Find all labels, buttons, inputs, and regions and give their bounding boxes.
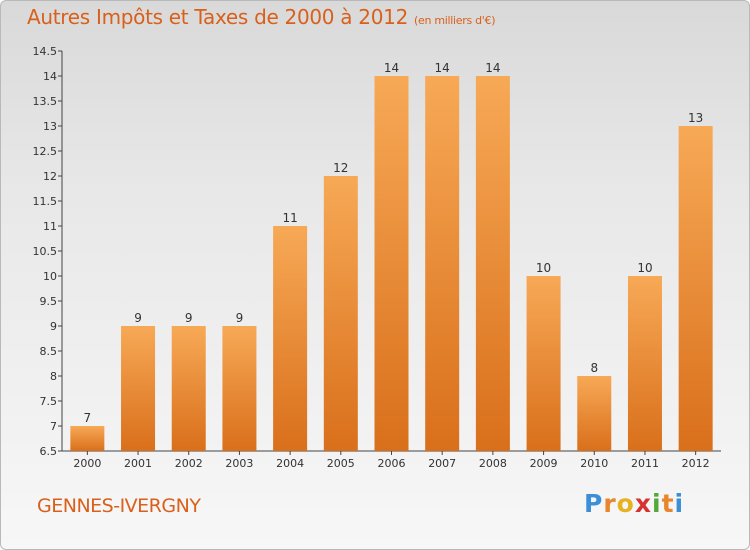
y-tick-label: 12.5 (33, 145, 58, 158)
y-tick-label: 11.5 (33, 195, 58, 208)
x-tick-label-2008: 2008 (479, 457, 507, 470)
y-tick-label: 12 (43, 170, 57, 183)
logo-letter: t (662, 489, 675, 518)
bar-2005 (324, 176, 358, 451)
logo-letter: i (652, 489, 662, 518)
logo-letter: o (617, 489, 635, 518)
x-tick-label-2012: 2012 (682, 457, 710, 470)
y-tick-label: 14 (43, 70, 57, 83)
y-tick-label: 10 (43, 270, 57, 283)
value-label-2002: 9 (185, 311, 193, 325)
y-tick-label: 13.5 (33, 95, 58, 108)
y-tick-label: 14.5 (33, 45, 58, 58)
value-label-2006: 14 (384, 61, 399, 75)
value-label-2007: 14 (435, 61, 450, 75)
bar-2009 (527, 276, 561, 451)
y-tick-label: 7 (50, 420, 57, 433)
value-label-2000: 7 (84, 411, 92, 425)
proxiti-logo: Proxiti (584, 489, 684, 518)
bar-2010 (577, 376, 611, 451)
bar-2011 (628, 276, 662, 451)
chart-bars (70, 76, 712, 451)
value-label-2011: 10 (637, 261, 652, 275)
bar-2001 (121, 326, 155, 451)
y-tick-label: 8 (50, 370, 57, 383)
y-tick-label: 13 (43, 120, 57, 133)
value-label-2012: 13 (688, 111, 703, 125)
x-tick-label-2003: 2003 (225, 457, 253, 470)
y-tick-label: 10.5 (33, 245, 58, 258)
logo-letter: i (675, 489, 685, 518)
x-tick-label-2009: 2009 (530, 457, 558, 470)
y-tick-label: 9 (50, 320, 57, 333)
bar-2000 (70, 426, 104, 451)
x-tick-label-2011: 2011 (631, 457, 659, 470)
y-tick-label: 11 (43, 220, 57, 233)
x-tick-label-2007: 2007 (428, 457, 456, 470)
value-label-2009: 10 (536, 261, 551, 275)
value-label-2008: 14 (485, 61, 500, 75)
logo-letter: P (584, 489, 603, 518)
x-tick-label-2010: 2010 (580, 457, 608, 470)
x-tick-label-2004: 2004 (276, 457, 304, 470)
logo-letter: r (603, 489, 616, 518)
bar-2007 (425, 76, 459, 451)
x-tick-label-2006: 2006 (378, 457, 406, 470)
x-tick-label-2005: 2005 (327, 457, 355, 470)
value-label-2004: 11 (282, 211, 297, 225)
value-label-2001: 9 (134, 311, 142, 325)
y-tick-label: 8.5 (40, 345, 58, 358)
x-tick-label-2000: 2000 (73, 457, 101, 470)
y-tick-label: 7.5 (40, 395, 58, 408)
bar-2003 (222, 326, 256, 451)
logo-letter: x (635, 489, 652, 518)
bar-2006 (375, 76, 409, 451)
value-label-2005: 12 (333, 161, 348, 175)
bar-2012 (679, 126, 713, 451)
x-tick-label-2002: 2002 (175, 457, 203, 470)
x-tick-label-2001: 2001 (124, 457, 152, 470)
bar-2002 (172, 326, 206, 451)
y-tick-label: 9.5 (40, 295, 58, 308)
value-label-2003: 9 (236, 311, 244, 325)
commune-name: GENNES-IVERGNY (37, 495, 200, 517)
bar-2004 (273, 226, 307, 451)
y-tick-label: 6.5 (40, 445, 58, 458)
value-label-2010: 8 (590, 361, 598, 375)
bar-2008 (476, 76, 510, 451)
